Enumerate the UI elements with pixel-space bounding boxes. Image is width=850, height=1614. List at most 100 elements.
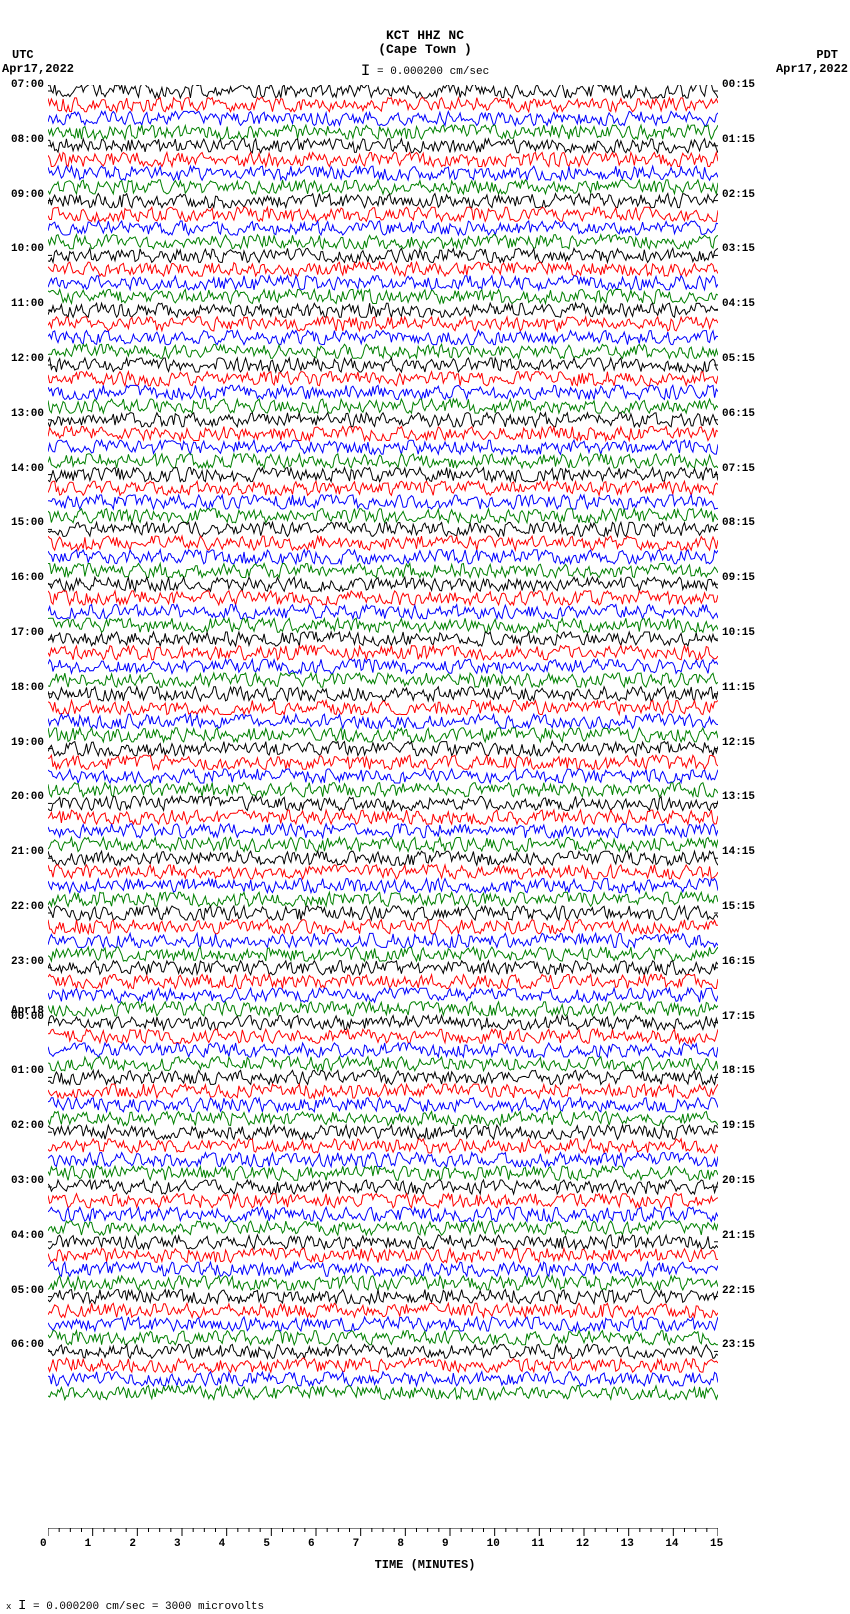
seismic-trace <box>48 646 718 660</box>
seismic-trace <box>48 1180 718 1194</box>
seismic-trace <box>48 111 718 125</box>
seismic-trace <box>48 522 718 536</box>
seismic-trace <box>48 824 718 838</box>
x-axis-svg <box>48 1528 718 1558</box>
pdt-hour-label: 08:15 <box>722 517 755 529</box>
x-tick-label: 5 <box>263 1538 270 1550</box>
pdt-hour-label: 07:15 <box>722 463 755 475</box>
seismic-trace <box>48 468 718 482</box>
utc-hour-label: 08:00 <box>11 134 44 146</box>
x-tick-label: 10 <box>487 1538 500 1550</box>
utc-hour-label: 20:00 <box>11 791 44 803</box>
seismic-trace <box>48 1331 718 1345</box>
x-tick-label: 15 <box>710 1538 723 1550</box>
seismic-trace <box>48 701 718 715</box>
x-tick-label: 8 <box>397 1538 404 1550</box>
utc-hour-label: 04:00 <box>11 1230 44 1242</box>
utc-hour-labels: 07:0008:0009:0010:0011:0012:0013:0014:00… <box>0 85 46 1525</box>
seismic-trace <box>48 933 718 947</box>
timezone-left: UTC <box>12 48 34 62</box>
seismic-trace <box>48 454 718 468</box>
seismic-trace <box>48 1386 718 1400</box>
utc-hour-label: 18:00 <box>11 682 44 694</box>
seismic-trace <box>48 550 718 564</box>
seismic-trace <box>48 1221 718 1235</box>
seismic-trace <box>48 317 718 331</box>
seismic-trace <box>48 879 718 893</box>
seismic-trace <box>48 591 718 605</box>
utc-hour-label: 02:00 <box>11 1120 44 1132</box>
seismic-trace <box>48 98 718 112</box>
seismic-trace <box>48 975 718 989</box>
seismic-trace <box>48 1070 718 1084</box>
seismic-trace <box>48 1249 718 1263</box>
seismic-trace <box>48 1029 718 1043</box>
utc-hour-label: 11:00 <box>11 298 44 310</box>
seismic-trace <box>48 372 718 386</box>
seismic-trace <box>48 509 718 523</box>
footer-text: = 0.000200 cm/sec = 3000 microvolts <box>33 1601 264 1613</box>
seismic-trace <box>48 851 718 865</box>
seismic-trace <box>48 399 718 413</box>
seismic-trace <box>48 605 718 619</box>
pdt-hour-label: 05:15 <box>722 353 755 365</box>
seismic-trace <box>48 427 718 441</box>
utc-hour-label: 09:00 <box>11 189 44 201</box>
station-location: (Cape Town ) <box>0 42 850 57</box>
seismic-trace <box>48 892 718 906</box>
pdt-hour-label: 15:15 <box>722 901 755 913</box>
seismic-trace <box>48 1084 718 1098</box>
seismic-trace <box>48 536 718 550</box>
x-axis-label: TIME (MINUTES) <box>0 1558 850 1572</box>
seismic-trace <box>48 1002 718 1016</box>
seismic-trace <box>48 1344 718 1358</box>
seismic-trace <box>48 1139 718 1153</box>
pdt-hour-label: 21:15 <box>722 1230 755 1242</box>
date-left: Apr17,2022 <box>2 62 74 76</box>
pdt-hour-label: 01:15 <box>722 134 755 146</box>
seismic-trace <box>48 1166 718 1180</box>
seismic-trace <box>48 988 718 1002</box>
seismic-trace <box>48 564 718 578</box>
seismic-trace <box>48 1317 718 1331</box>
x-tick-label: 11 <box>531 1538 544 1550</box>
seismic-trace <box>48 1276 718 1290</box>
seismic-trace <box>48 755 718 769</box>
seismic-trace <box>48 180 718 194</box>
pdt-hour-label: 18:15 <box>722 1065 755 1077</box>
x-tick-label: 4 <box>219 1538 226 1550</box>
seismic-trace <box>48 194 718 208</box>
footer-scale: x I = 0.000200 cm/sec = 3000 microvolts <box>6 1598 264 1614</box>
seismic-trace <box>48 1358 718 1372</box>
pdt-hour-label: 06:15 <box>722 408 755 420</box>
seismic-trace <box>48 1043 718 1057</box>
x-tick-label: 14 <box>665 1538 678 1550</box>
seismic-trace <box>48 769 718 783</box>
seismic-trace <box>48 262 718 276</box>
seismic-trace <box>48 1235 718 1249</box>
seismic-trace <box>48 577 718 591</box>
pdt-hour-label: 09:15 <box>722 572 755 584</box>
pdt-hour-label: 10:15 <box>722 627 755 639</box>
seismic-trace <box>48 1303 718 1317</box>
pdt-hour-label: 00:15 <box>722 79 755 91</box>
footer-bar-glyph: I <box>18 1598 26 1614</box>
pdt-hour-labels: 00:1501:1502:1503:1504:1505:1506:1507:15… <box>720 85 766 1525</box>
pdt-hour-label: 19:15 <box>722 1120 755 1132</box>
seismic-trace <box>48 1262 718 1276</box>
utc-hour-label: 13:00 <box>11 408 44 420</box>
seismic-trace <box>48 1290 718 1304</box>
seismic-trace <box>48 1112 718 1126</box>
x-tick-label: 13 <box>621 1538 634 1550</box>
seismic-trace <box>48 495 718 509</box>
seismic-trace <box>48 303 718 317</box>
seismic-trace <box>48 344 718 358</box>
seismic-trace <box>48 865 718 879</box>
utc-hour-label: 00:00 <box>11 1011 44 1023</box>
x-tick-label: 2 <box>129 1538 136 1550</box>
seismic-trace <box>48 153 718 167</box>
utc-hour-label: 06:00 <box>11 1339 44 1351</box>
seismic-trace <box>48 742 718 756</box>
utc-hour-label: 21:00 <box>11 846 44 858</box>
utc-hour-label: 05:00 <box>11 1285 44 1297</box>
